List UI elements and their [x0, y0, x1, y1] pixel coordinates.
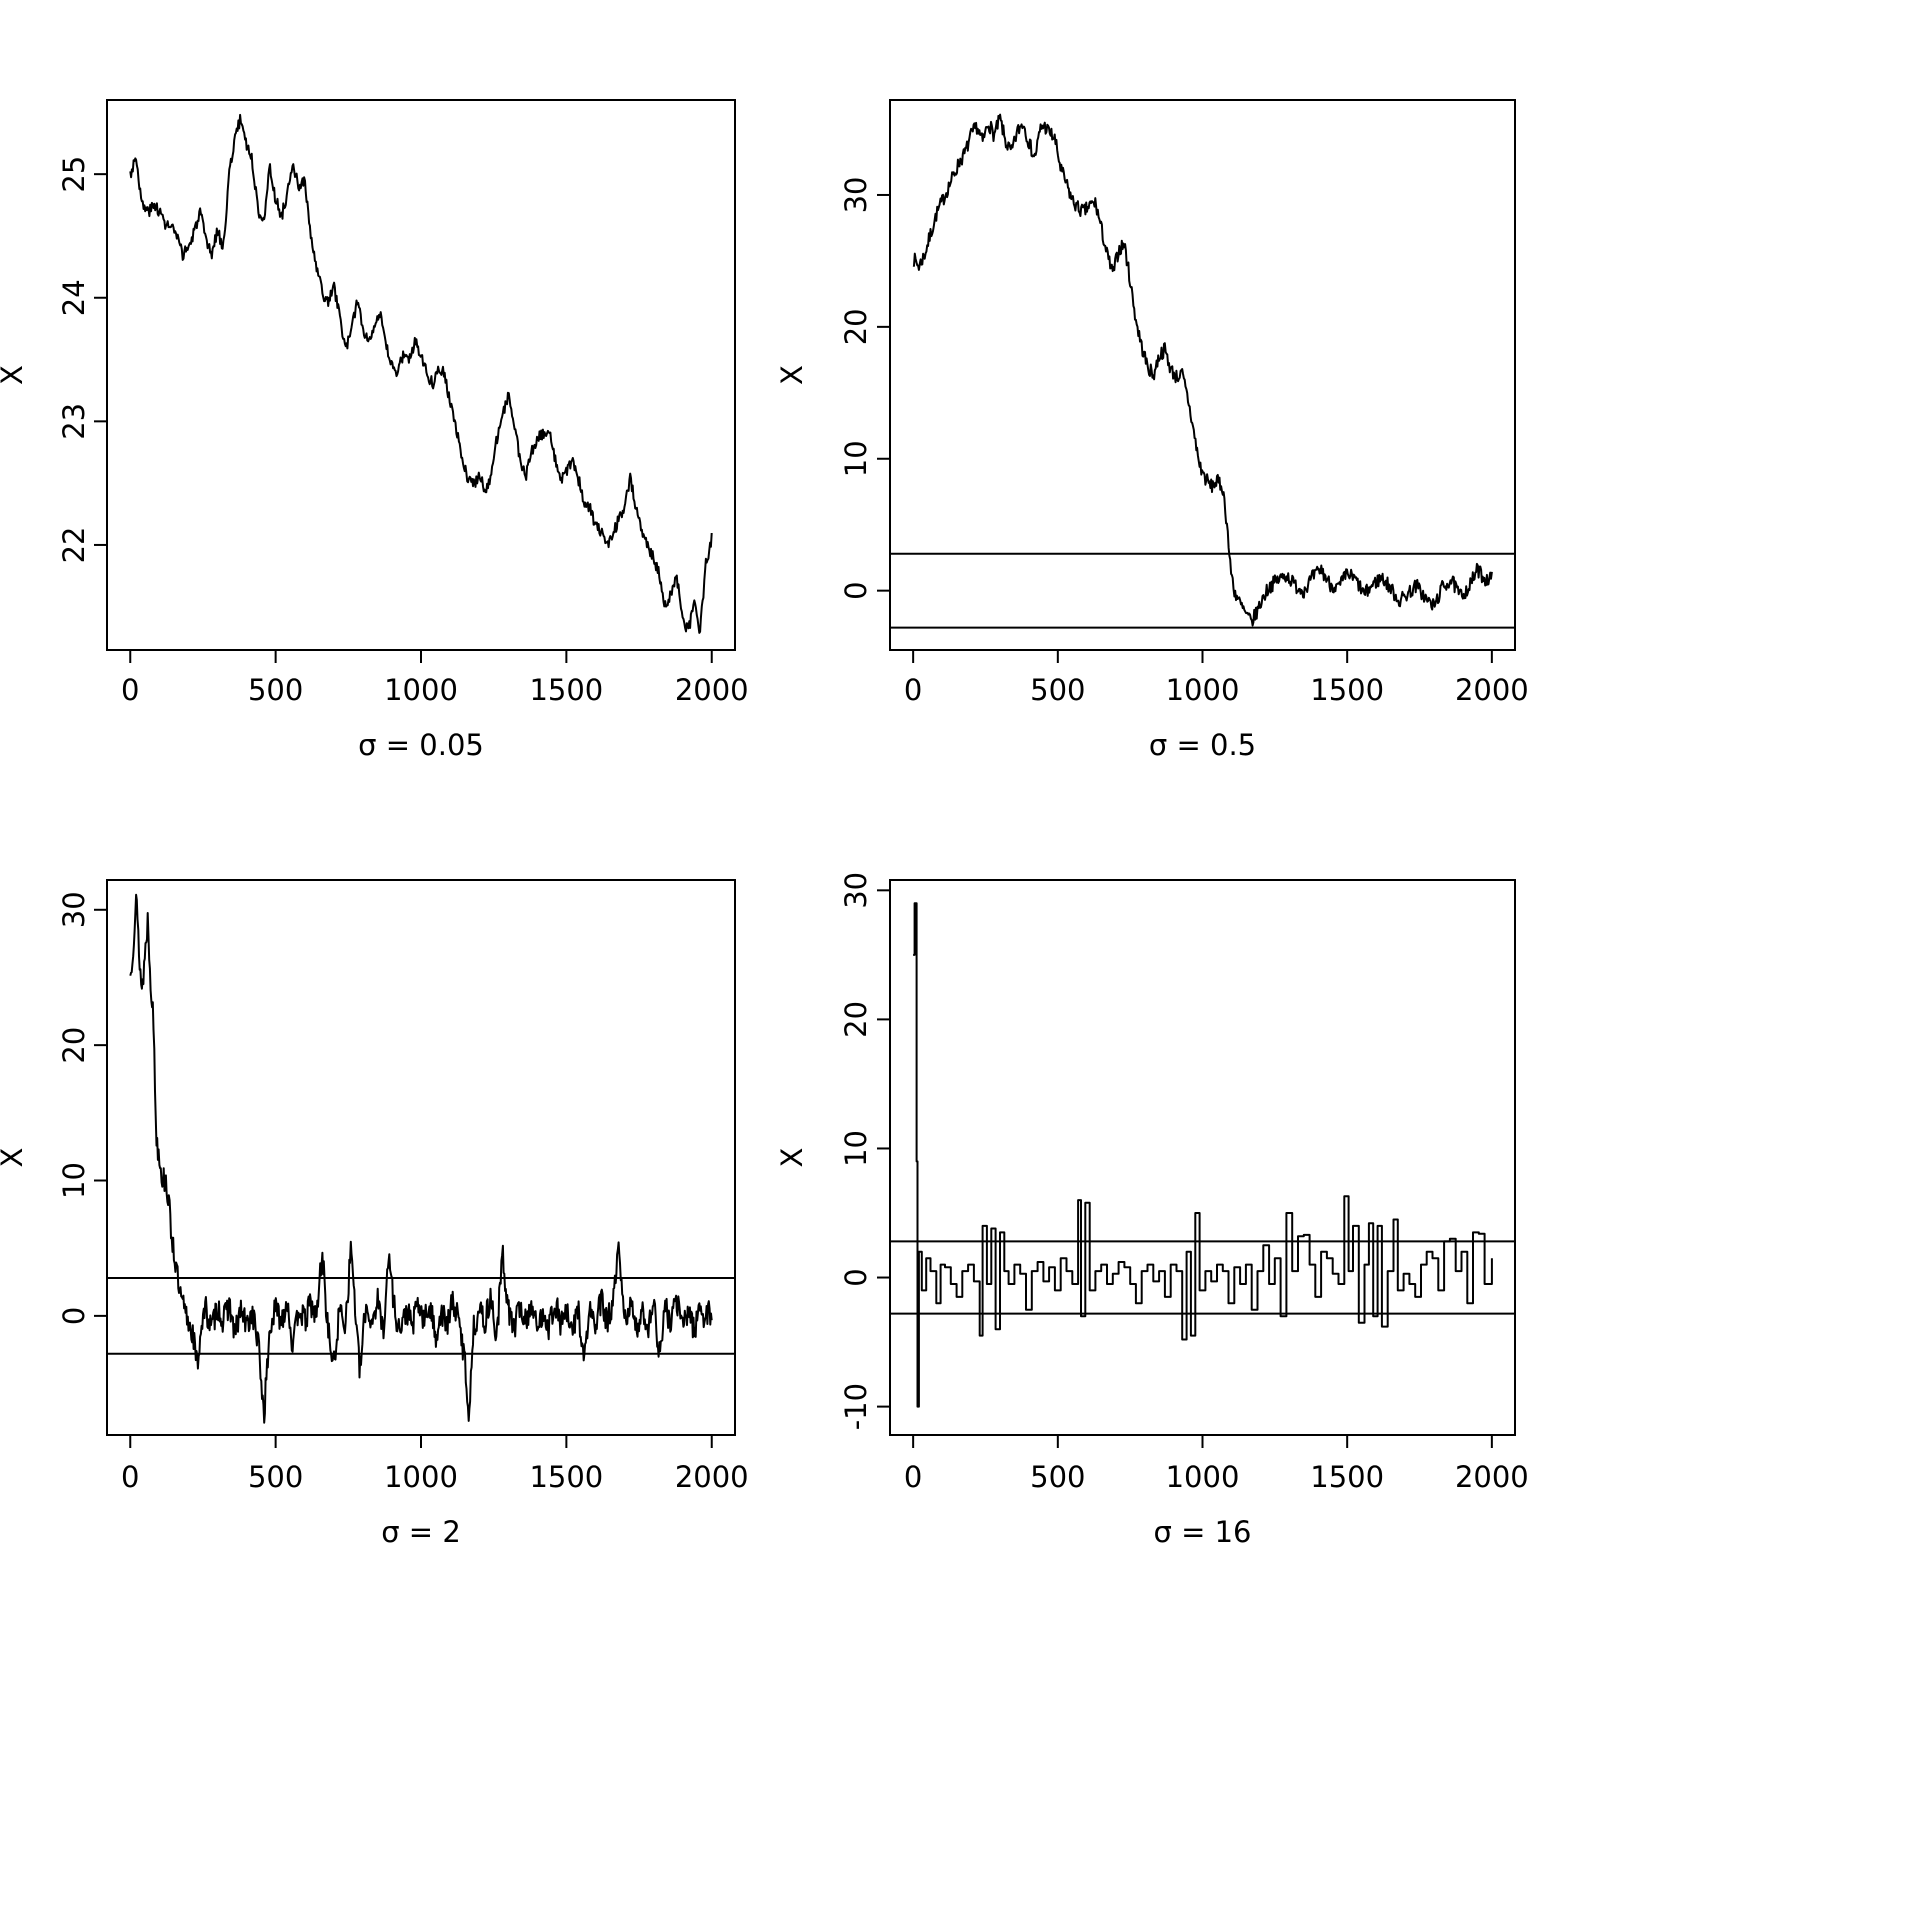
panel-sigma-0.5: 0 500 1000 1500 2000 0 10 20 30 σ = 0.5 X — [775, 99, 1529, 762]
y-axis-label: X — [775, 365, 809, 385]
x-tick-label: 1000 — [384, 1460, 458, 1494]
y-tick-label: -10 — [839, 1383, 873, 1430]
y-axis-label: X — [0, 365, 29, 385]
y-axis-label: X — [775, 1148, 809, 1168]
panel-sigma-2: 0 500 1000 1500 2000 0 10 20 30 σ = 2 X — [0, 879, 749, 1549]
y-tick-label: 22 — [57, 526, 91, 563]
x-tick-label: 2000 — [1455, 673, 1529, 707]
panel-title: σ = 16 — [1153, 1515, 1251, 1549]
x-tick-label: 500 — [1030, 1460, 1085, 1494]
panel-sigma-0.05: 0 500 1000 1500 2000 22 23 24 25 σ = 0.05 X — [0, 99, 749, 762]
x-tick-label: 1000 — [384, 673, 458, 707]
x-tick-label: 500 — [1030, 673, 1085, 707]
x-tick-label: 1000 — [1166, 673, 1240, 707]
y-tick-label: 23 — [57, 403, 91, 440]
y-tick-label: 0 — [57, 1307, 91, 1325]
y-tick-label: 20 — [839, 1001, 873, 1038]
x-tick-label: 1500 — [1310, 673, 1384, 707]
plot-box — [106, 99, 736, 651]
plot-box — [889, 879, 1516, 1436]
y-tick-label: 30 — [839, 177, 873, 214]
series-line — [912, 113, 1493, 627]
y-tick-label: 30 — [57, 891, 91, 928]
x-tick-label: 0 — [904, 673, 922, 707]
y-axis-label: X — [0, 1148, 29, 1168]
y-tick-label: 20 — [839, 308, 873, 345]
y-tick-label: 10 — [839, 440, 873, 477]
series-line — [913, 902, 1493, 1408]
plot-box — [889, 99, 1516, 651]
x-tick-label: 1000 — [1166, 1460, 1240, 1494]
y-tick-label: 0 — [839, 581, 873, 599]
x-tick-label: 500 — [248, 1460, 303, 1494]
x-tick-label: 0 — [904, 1460, 922, 1494]
y-tick-label: 25 — [57, 156, 91, 193]
x-tick-label: 2000 — [1455, 1460, 1529, 1494]
y-tick-label: 10 — [57, 1162, 91, 1199]
y-tick-label: 10 — [839, 1130, 873, 1167]
plot-box — [106, 879, 736, 1436]
panel-sigma-16: 0 500 1000 1500 2000 -10 0 10 20 30 σ = 16 X — [775, 872, 1529, 1549]
series-line — [129, 113, 713, 634]
x-tick-label: 1500 — [529, 673, 603, 707]
y-tick-label: 20 — [57, 1027, 91, 1064]
y-tick-label: 24 — [57, 279, 91, 316]
panel-title: σ = 2 — [381, 1515, 461, 1549]
x-tick-label: 2000 — [675, 1460, 749, 1494]
x-tick-label: 2000 — [675, 673, 749, 707]
panel-title: σ = 0.5 — [1149, 728, 1256, 762]
x-tick-label: 0 — [121, 1460, 139, 1494]
y-tick-label: 30 — [839, 872, 873, 909]
y-tick-label: 0 — [839, 1268, 873, 1286]
x-tick-label: 1500 — [1310, 1460, 1384, 1494]
x-tick-label: 500 — [248, 673, 303, 707]
panel-title: σ = 0.05 — [358, 728, 484, 762]
series-line — [129, 893, 713, 1424]
x-tick-label: 0 — [121, 673, 139, 707]
x-tick-label: 1500 — [529, 1460, 603, 1494]
